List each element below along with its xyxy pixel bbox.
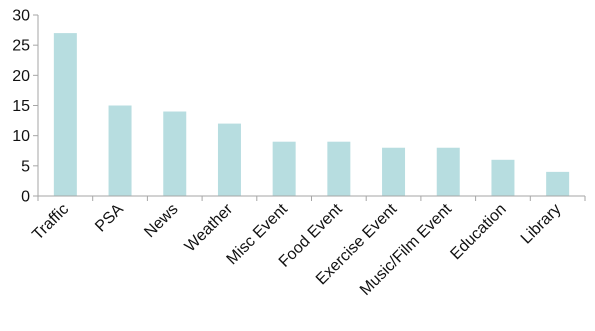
- bar-education: [491, 159, 515, 196]
- y-tick-label: 30: [12, 8, 30, 25]
- bar-food-event: [327, 141, 351, 196]
- y-tick-label: 10: [12, 128, 30, 145]
- y-tick-label: 25: [12, 38, 30, 55]
- x-category-label: Weather: [182, 200, 237, 255]
- bar-library: [546, 171, 570, 196]
- y-tick-label: 15: [12, 98, 30, 115]
- bars-layer: [53, 33, 570, 196]
- y-tick-label: 5: [21, 158, 30, 175]
- x-category-label: Music/Film Event: [357, 200, 456, 299]
- y-tick-label: 0: [21, 189, 30, 206]
- bar-traffic: [53, 33, 77, 196]
- axes-layer: [33, 14, 586, 201]
- bar-music-film-event: [436, 147, 460, 196]
- bar-psa: [108, 105, 132, 196]
- x-category-label: News: [141, 201, 181, 241]
- y-tick-labels: 0 5 10 15 20 25 30: [12, 8, 30, 206]
- x-category-label: PSA: [92, 201, 127, 236]
- x-category-label: Library: [518, 201, 565, 248]
- bar-weather: [217, 123, 241, 196]
- x-category-label: Education: [447, 201, 509, 263]
- bar-misc-event: [272, 141, 296, 196]
- bar-news: [163, 111, 187, 196]
- x-category-label: Traffic: [29, 201, 72, 244]
- bar-exercise-event: [382, 147, 406, 196]
- y-tick-label: 20: [12, 68, 30, 85]
